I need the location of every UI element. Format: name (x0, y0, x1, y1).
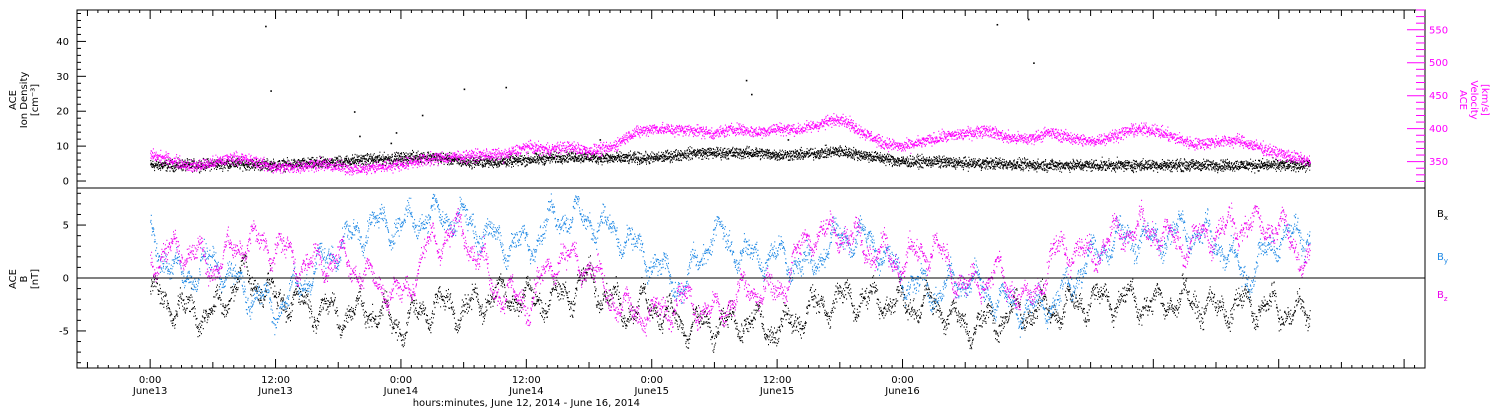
b-by-point-cloud (150, 193, 1311, 338)
legend-subscript: z (1444, 295, 1448, 303)
bottom-left-tick-label: 0 (63, 274, 69, 285)
top-right-tick-label: 450 (1429, 91, 1448, 102)
bottom-left-axis-label: B (19, 275, 30, 282)
density-outlier-point (996, 23, 999, 26)
top-left-axis-label: Ion Density (19, 72, 30, 129)
top-left-tick-label: 0 (63, 177, 69, 188)
x-tick-day-label: June16 (884, 386, 920, 397)
bottom-panel-points (150, 193, 1311, 353)
density-outlier-point (421, 114, 424, 117)
top-right-tick-label: 550 (1429, 25, 1448, 36)
top-right-tick-label: 350 (1429, 157, 1448, 168)
x-tick-day-label: June14 (383, 386, 419, 397)
x-tick-day-label: June14 (508, 386, 544, 397)
density-outlier-point (463, 88, 466, 91)
x-tick-time-label: 0:00 (891, 375, 913, 386)
x-tick-day-label: June13 (257, 386, 293, 397)
density-outlier-point (751, 93, 753, 96)
x-tick-time-label: 0:00 (640, 375, 662, 386)
top-right-axis-label: Velocity (1468, 80, 1479, 119)
density-outlier-point (353, 111, 356, 113)
top-left-axis-label: [cm⁻³] (30, 84, 41, 116)
x-tick-time-label: 12:00 (763, 375, 792, 386)
x-tick-time-label: 12:00 (261, 375, 290, 386)
legend-subscript: y (1444, 257, 1448, 265)
density-outlier-point (505, 86, 508, 89)
density-outlier-point (745, 79, 748, 82)
bottom-left-tick-label: -5 (59, 326, 69, 337)
velocity-point-cloud (150, 113, 1311, 176)
density-outlier-point (265, 25, 267, 28)
top-panel-points (150, 18, 1311, 176)
legend-entry-bz: Bz (1437, 290, 1448, 303)
top-right-tick-label: 400 (1429, 124, 1448, 135)
density-outlier-point (787, 139, 790, 141)
bottom-left-tick-label: 5 (63, 221, 69, 232)
legend-subscript: x (1444, 214, 1448, 222)
top-right-tick-label: 500 (1429, 58, 1448, 69)
legend-entry-bx: Bx (1437, 209, 1448, 222)
x-tick-day-label: June15 (633, 386, 669, 397)
density-outlier-point (1027, 18, 1030, 21)
x-axis-title: hours:minutes, June 12, 2014 - June 16, … (413, 398, 640, 409)
b-bz-point-cloud (150, 199, 1311, 337)
density-outlier-point (599, 139, 602, 141)
top-left-tick-label: 20 (56, 107, 69, 118)
top-left-tick-label: 40 (56, 37, 69, 48)
x-tick-time-label: 12:00 (512, 375, 541, 386)
bottom-left-axis-label: [nT] (30, 269, 41, 289)
top-right-axis-label: ACE (1457, 90, 1468, 110)
top-left-tick-label: 30 (56, 72, 69, 83)
density-outlier-point (395, 132, 398, 134)
density-outlier-point (390, 142, 393, 145)
bottom-left-axis-label: ACE (8, 269, 19, 289)
density-outlier-point (359, 135, 361, 138)
x-tick-day-label: June13 (132, 386, 168, 397)
density-point-cloud (150, 144, 1311, 174)
labels: ACE Ion Density [cm⁻³] ACE Velocity [km/s]ACE… (8, 72, 1490, 409)
b-bx-point-cloud (150, 254, 1311, 353)
legend-entry-by: By (1437, 252, 1448, 265)
x-tick-time-label: 0:00 (139, 375, 161, 386)
x-tick-day-label: June15 (759, 386, 795, 397)
axes: 010203040350400450500550-5050:00June1312… (56, 9, 1448, 397)
top-right-axis-label: [km/s] (1479, 84, 1490, 116)
x-tick-time-label: 0:00 (390, 375, 412, 386)
density-outlier-point (1033, 62, 1035, 64)
density-outlier-point (270, 90, 272, 92)
top-left-tick-label: 10 (56, 142, 69, 153)
top-left-axis-label: ACE (8, 90, 19, 110)
